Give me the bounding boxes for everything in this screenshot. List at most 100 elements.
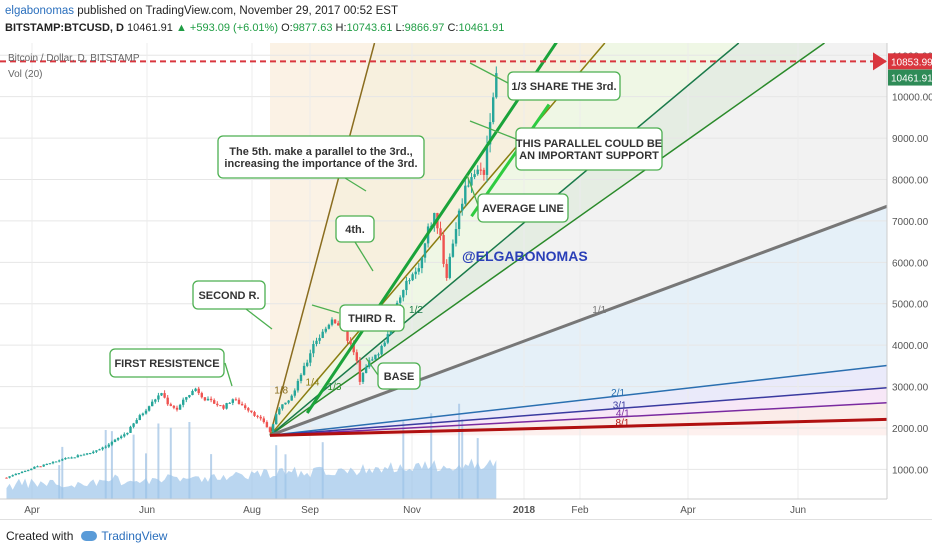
callout-box[interactable] <box>515 127 663 171</box>
candle-body <box>306 362 309 366</box>
candle-body <box>42 464 45 467</box>
candle-body <box>144 410 148 414</box>
candle-body <box>27 470 30 472</box>
price-tick-label: 1000.00 <box>892 465 929 476</box>
price-tick-label: 4000.00 <box>892 341 929 352</box>
candle-body <box>54 461 58 463</box>
published-text: published on TradingView.com, November 2… <box>74 5 398 17</box>
author-link[interactable]: elgabonomas <box>5 5 75 17</box>
fan-label: 1/4 <box>306 378 320 389</box>
candle-body <box>445 263 448 278</box>
candle-body <box>197 388 200 394</box>
fan-line <box>269 204 888 437</box>
candle-body <box>399 297 402 303</box>
callout-box[interactable] <box>377 362 421 390</box>
candle-body <box>495 73 498 98</box>
fan-line <box>269 42 376 436</box>
candle-body <box>476 169 479 175</box>
candle-body <box>337 323 340 326</box>
candle-body <box>14 473 17 476</box>
fan-line <box>269 387 888 437</box>
candle-body <box>101 447 104 450</box>
callout-box[interactable] <box>335 215 375 243</box>
fan-label: 1/2 <box>409 305 423 316</box>
price-tick-label: 7000.00 <box>892 217 929 228</box>
candle-body <box>244 405 247 409</box>
chart-area[interactable]: 1/8 1/4 1/3 1/2 1/1 2/1 3/1 4/1 8/1 FIRST RESIST… <box>0 29 932 518</box>
tradingview-link[interactable]: TradingView <box>101 529 168 543</box>
candle-body <box>333 319 337 324</box>
fan-line <box>269 42 825 437</box>
candle-body <box>237 399 241 404</box>
candle-body <box>327 324 331 329</box>
candle-body <box>364 367 368 373</box>
candle-body <box>61 459 64 461</box>
candle-body <box>231 399 234 403</box>
candle-body <box>185 397 188 400</box>
candle-body <box>20 471 24 474</box>
candle-body <box>492 97 495 123</box>
callout-label: FIRST RESISTENCE <box>114 358 219 370</box>
price-chart[interactable]: 1/8 1/4 1/3 1/2 1/1 2/13/14/18/1 FIRST RESIST… <box>0 29 932 518</box>
candle-body <box>256 415 259 417</box>
candle-body <box>17 473 21 475</box>
time-tick-label: Feb <box>571 505 589 516</box>
legend-series: Bitcoin / Dollar, D, BITSTAMP <box>8 53 140 64</box>
candle-body <box>374 354 377 360</box>
candle-body <box>451 243 455 257</box>
callout-box[interactable] <box>192 280 266 310</box>
candle-body <box>278 408 281 415</box>
candle-body <box>23 470 27 472</box>
ohlc-close-label: C: <box>447 22 459 34</box>
candle-body <box>200 393 203 398</box>
callout-label: THIRD R. <box>348 313 396 325</box>
candle-body <box>5 477 8 479</box>
candle-body <box>182 399 185 405</box>
fan-line <box>269 417 888 437</box>
time-tick-label: 2018 <box>513 505 536 516</box>
fan-label: 8/1 <box>616 418 630 429</box>
candle-body <box>296 380 300 391</box>
callout-label: AVERAGE LINE <box>482 203 564 215</box>
callout-box[interactable] <box>339 304 405 332</box>
candle-body <box>85 453 89 455</box>
price-tick-label: 6000.00 <box>892 258 929 269</box>
price-tick-label: 8000.00 <box>892 176 929 187</box>
candle-body <box>377 354 380 356</box>
candle-body <box>259 416 262 419</box>
fan-line <box>269 42 606 436</box>
candle-body <box>439 228 442 236</box>
candle-body <box>302 365 306 375</box>
callout-box[interactable] <box>507 71 621 101</box>
candle-body <box>411 274 414 281</box>
candle-body <box>271 424 275 432</box>
fan-label: 2/1 <box>611 388 625 399</box>
candle-body <box>132 423 135 427</box>
candle-body <box>157 395 160 400</box>
candle-body <box>178 404 182 410</box>
time-tick-label: Nov <box>403 505 421 516</box>
candle-body <box>79 455 83 457</box>
candle-body <box>423 243 427 258</box>
candle-body <box>135 419 138 424</box>
candle-body <box>166 397 169 405</box>
candle-body <box>209 398 213 401</box>
candle-body <box>104 446 107 448</box>
candle-body <box>281 404 284 409</box>
candle-body <box>33 466 36 469</box>
candle-body <box>92 451 95 453</box>
candle-body <box>172 405 176 408</box>
candle-body <box>110 442 114 445</box>
candle-body <box>151 401 154 407</box>
callout-label: 4th. <box>345 224 365 236</box>
callout-pointer <box>469 120 517 140</box>
callout-box[interactable] <box>477 193 569 223</box>
candle-body <box>73 457 76 459</box>
candle-body <box>194 388 197 391</box>
price-change: ▲ +593.09 (+6.01%) <box>175 22 278 34</box>
callout-box[interactable] <box>217 135 425 179</box>
candle-body <box>383 342 386 346</box>
candle-body <box>268 427 272 432</box>
candle-body <box>346 330 349 341</box>
callout-box[interactable] <box>109 348 225 378</box>
